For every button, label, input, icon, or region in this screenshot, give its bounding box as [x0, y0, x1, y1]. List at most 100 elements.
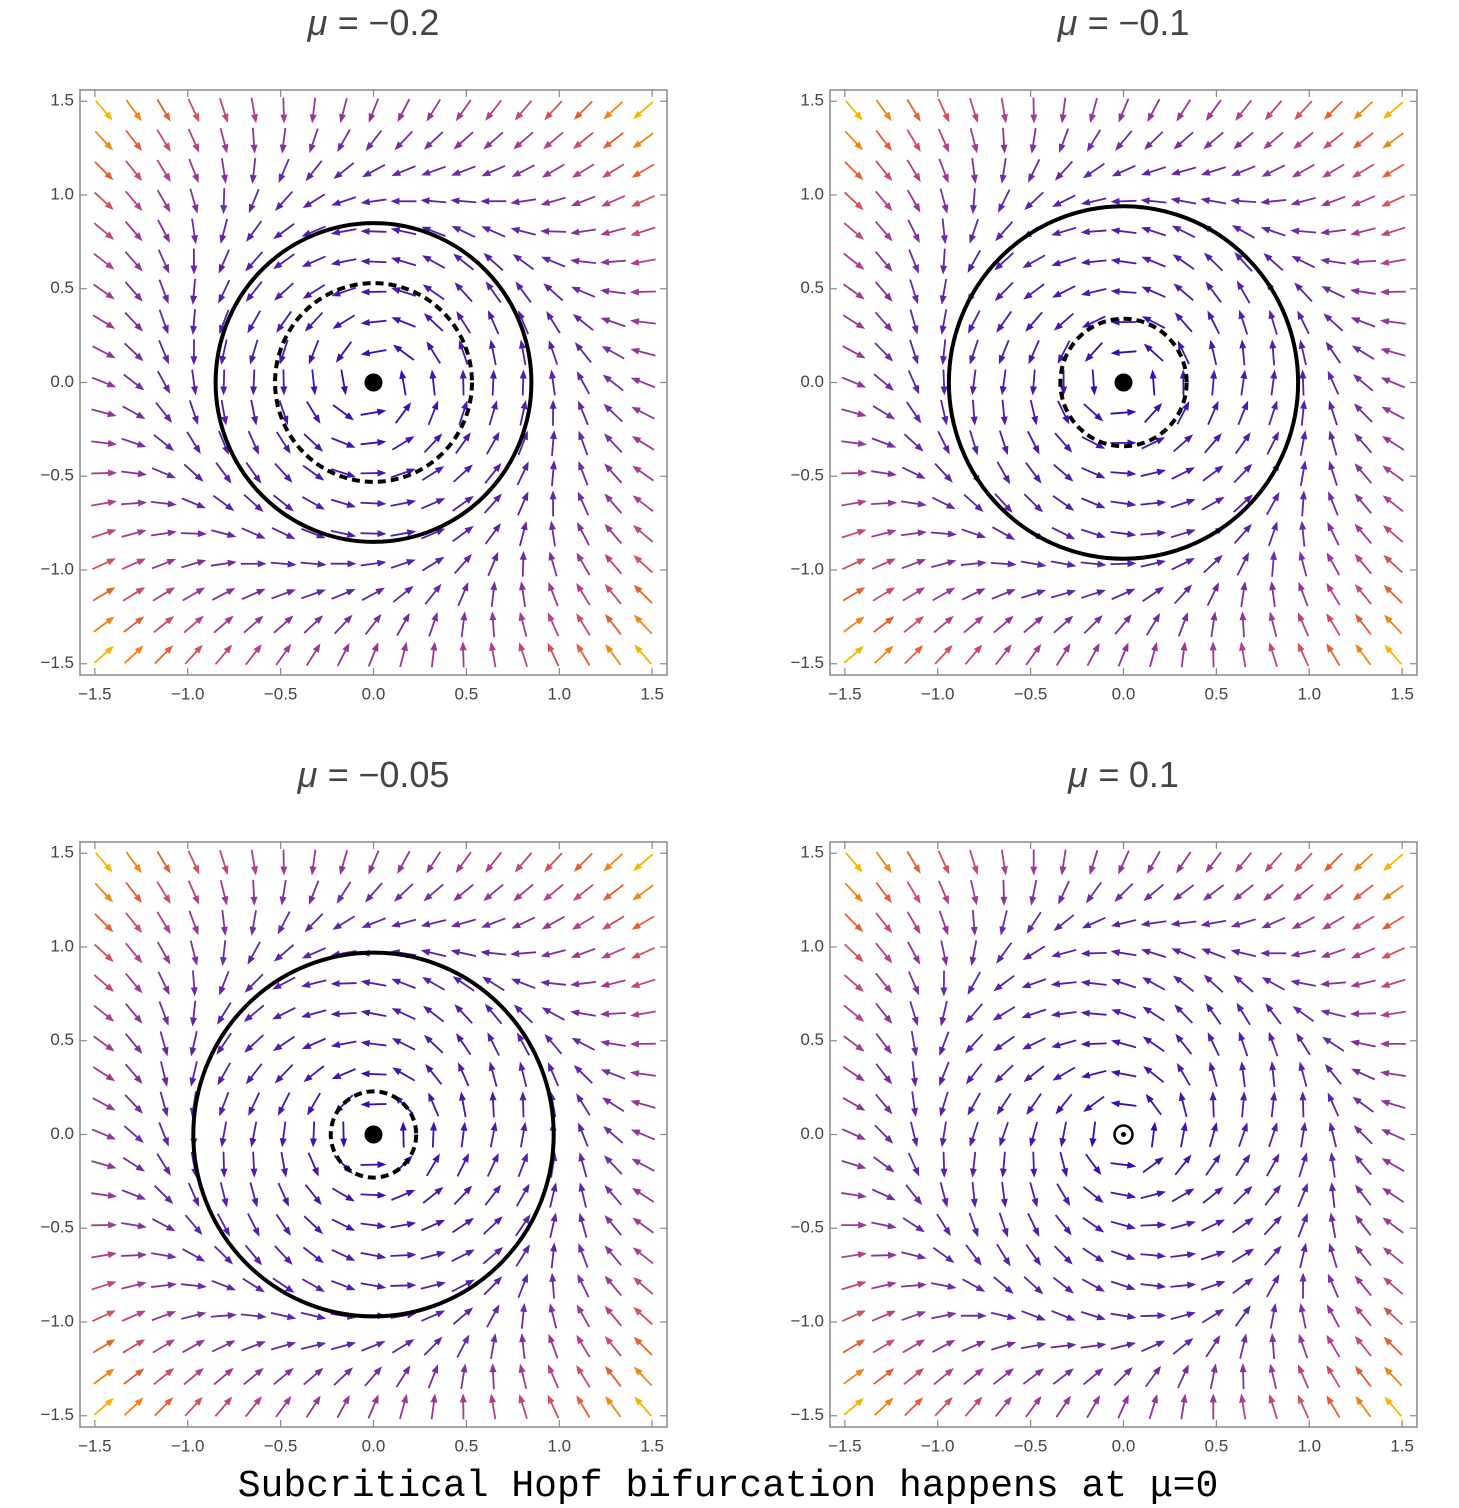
arrow-shaft: [211, 1342, 231, 1353]
arrow-head: [1052, 1073, 1062, 1081]
vector-arrow: [94, 130, 114, 151]
arrow-shaft: [333, 618, 350, 635]
arrow-head: [346, 530, 357, 538]
vector-arrow: [1381, 1129, 1406, 1141]
arrow-head: [453, 892, 463, 902]
arrow-head: [883, 984, 893, 994]
vector-arrow: [125, 160, 143, 182]
arrow-shaft: [1238, 1127, 1247, 1148]
arrow-head: [105, 1043, 115, 1052]
arrow-shaft: [210, 1314, 231, 1318]
arrow-shaft: [901, 1312, 921, 1321]
arrow-shaft: [636, 853, 654, 868]
vector-arrow: [1140, 197, 1167, 205]
arrow-head: [312, 414, 321, 424]
arrow-head: [856, 1281, 867, 1288]
vector-arrow: [1054, 1214, 1072, 1236]
arrow-head: [1183, 584, 1193, 594]
arrow-shaft: [871, 1254, 892, 1257]
arrow-head: [887, 1281, 897, 1289]
arrow-head: [137, 1251, 148, 1259]
arrow-shaft: [1268, 1127, 1277, 1148]
arrow-shaft: [1266, 979, 1285, 991]
vector-arrow: [970, 1181, 978, 1208]
param-value: −0.1: [1118, 2, 1189, 43]
vector-arrow: [1380, 347, 1406, 357]
vector-arrow: [1090, 369, 1098, 396]
vector-arrow: [1204, 433, 1222, 454]
vector-arrow: [1236, 1002, 1251, 1026]
arrow-head: [360, 319, 370, 326]
arrow-shaft: [875, 1002, 890, 1020]
vector-arrow: [360, 1009, 387, 1018]
vector-arrow: [1145, 1365, 1162, 1388]
arrow-shaft: [576, 915, 595, 928]
vector-arrow: [1141, 437, 1166, 450]
vector-arrow: [1201, 1308, 1225, 1324]
arrow-shaft: [156, 189, 169, 208]
vector-arrow: [605, 1395, 622, 1418]
arrow-head: [331, 199, 341, 206]
arrow-head: [191, 956, 199, 966]
arrow-shaft: [1140, 1223, 1161, 1227]
vector-arrow: [905, 401, 922, 424]
arrow-head: [857, 499, 867, 507]
arrow-shaft: [965, 1244, 979, 1262]
vector-arrow: [1140, 529, 1167, 537]
vector-arrow: [188, 400, 199, 426]
arrow-head: [576, 371, 585, 381]
arrow-shaft: [874, 342, 890, 358]
arrow-head: [599, 258, 610, 266]
arrow-shaft: [1110, 471, 1131, 475]
arrow-head: [1215, 1219, 1225, 1227]
arrow-shaft: [1238, 285, 1251, 304]
arrow-head: [939, 1016, 947, 1027]
arrow-shaft: [1080, 590, 1101, 599]
arrow-shaft: [1327, 316, 1344, 332]
arrow-shaft: [1116, 259, 1137, 265]
arrow-head: [406, 529, 417, 537]
vector-arrow: [1233, 523, 1252, 544]
arrow-shaft: [547, 852, 563, 869]
vector-arrow: [270, 1312, 297, 1321]
arrow-head: [1127, 1161, 1137, 1169]
vector-arrow: [91, 499, 117, 507]
arrow-head: [252, 445, 260, 455]
vector-arrow: [1055, 1093, 1073, 1115]
arrow-head: [1269, 339, 1277, 349]
arrow-shaft: [220, 309, 230, 329]
arrow-head: [162, 202, 171, 213]
vector-arrow: [1020, 560, 1047, 568]
arrow-shaft: [994, 1400, 1009, 1418]
arrow-head: [190, 987, 198, 997]
arrow-head: [189, 1047, 197, 1057]
arrow-shaft: [1002, 879, 1005, 900]
arrow-shaft: [1056, 194, 1076, 206]
arrow-head: [108, 1221, 118, 1229]
vector-arrow: [270, 560, 297, 568]
arrow-head: [137, 1222, 147, 1230]
arrow-shaft: [1241, 1097, 1245, 1118]
arrow-head: [1352, 892, 1362, 901]
vector-arrow: [187, 128, 200, 153]
vector-arrow: [934, 463, 953, 483]
arrow-shaft: [1298, 1037, 1311, 1056]
arrow-shaft: [220, 279, 231, 299]
arrow-shaft: [522, 1097, 525, 1118]
arrow-head: [314, 443, 324, 452]
arrow-head: [135, 616, 145, 625]
arrow-shaft: [578, 557, 591, 576]
panel-title: μ = −0.1: [1057, 2, 1190, 43]
vector-arrow: [481, 226, 506, 238]
vector-arrow: [1299, 1091, 1307, 1118]
vector-arrow: [1326, 552, 1341, 576]
vector-arrow: [390, 559, 416, 569]
arrow-shaft: [1142, 589, 1160, 602]
arrow-shaft: [843, 1035, 861, 1049]
arrow-head: [433, 583, 442, 593]
arrow-head: [1381, 1158, 1392, 1166]
vector-arrow: [390, 227, 417, 236]
vector-arrow: [94, 913, 114, 933]
arrow-head: [104, 111, 113, 121]
arrow-shaft: [1357, 1128, 1373, 1145]
